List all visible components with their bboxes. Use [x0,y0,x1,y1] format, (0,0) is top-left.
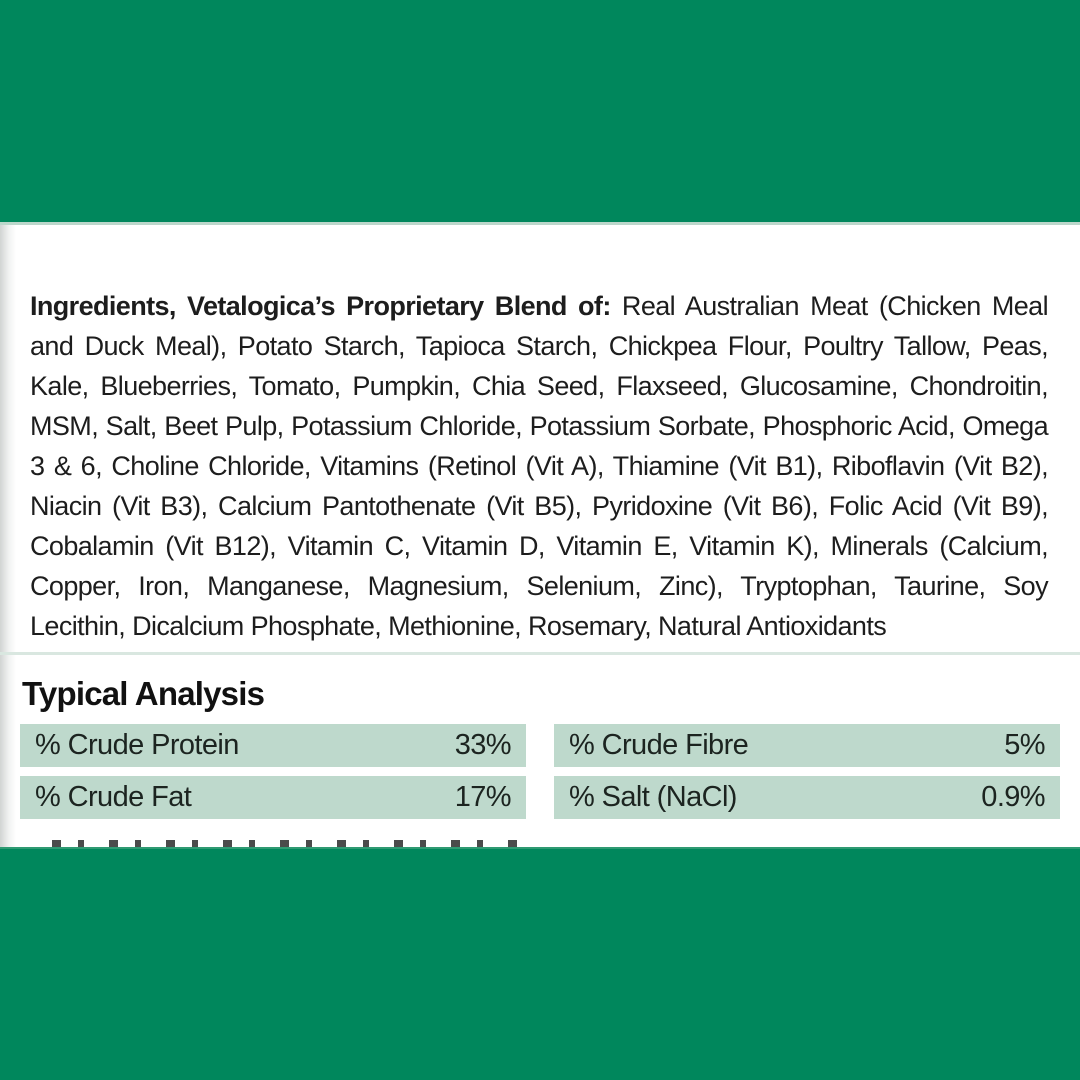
top-green-band [0,0,1080,225]
left-edge-shadow [0,225,16,847]
analysis-label: % Salt (NaCl) [569,781,737,813]
table-row: % Crude Fat 17% [20,776,526,819]
analysis-label: % Crude Fibre [569,729,749,761]
analysis-column-left: % Crude Protein 33% % Crude Fat 17% [20,724,526,819]
table-row: % Salt (NaCl) 0.9% [554,776,1060,819]
cropped-text-fragment [52,840,520,847]
analysis-label: % Crude Protein [35,729,239,761]
typical-analysis-section: Typical Analysis % Crude Protein 33% % C… [20,675,1060,819]
ingredients-body-text: Real Australian Meat (Chicken Meal and D… [30,291,1049,641]
analysis-value: 0.9% [981,781,1045,813]
typical-analysis-title: Typical Analysis [22,675,265,712]
table-row: % Crude Fibre 5% [554,724,1060,767]
ingredients-lead-bold: Ingredients, Vetalogica’s Proprietary Bl… [30,291,611,321]
analysis-value: 5% [1004,729,1045,761]
label-content: Ingredients, Vetalogica’s Proprietary Bl… [0,225,1080,847]
analysis-column-right: % Crude Fibre 5% % Salt (NaCl) 0.9% [554,724,1060,819]
analysis-value: 33% [454,729,512,761]
analysis-label: % Crude Fat [35,781,192,813]
analysis-value: 17% [454,781,512,813]
section-divider [0,652,1080,655]
ingredients-paragraph: Ingredients, Vetalogica’s Proprietary Bl… [30,286,1049,646]
bottom-green-band [0,847,1080,1080]
table-row: % Crude Protein 33% [20,724,526,767]
analysis-table: % Crude Protein 33% % Crude Fat 17% % Cr… [20,724,1060,819]
